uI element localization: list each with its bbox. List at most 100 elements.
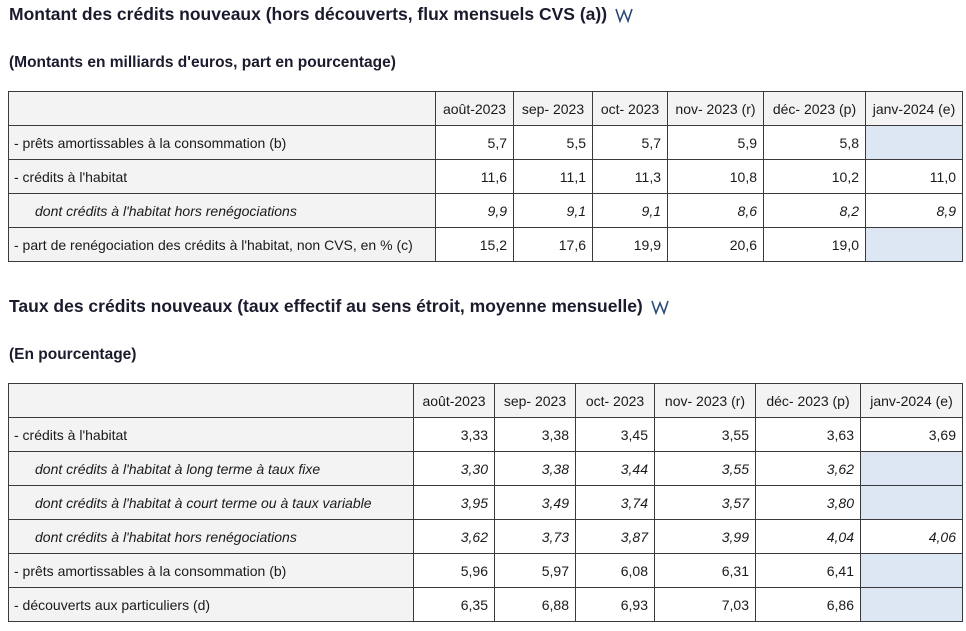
value-cell: 3,33 [413, 417, 495, 452]
value-cell: 9,9 [435, 193, 514, 228]
value-cell: 4,06 [860, 519, 963, 554]
value-cell: 5,5 [513, 125, 593, 160]
row-label: dont crédits à l'habitat hors renégociat… [8, 519, 414, 554]
value-cell: 11,0 [865, 159, 963, 194]
value-cell: 5,97 [494, 553, 576, 588]
table-row: - part de renégociation des crédits à l'… [8, 227, 963, 262]
row-label: - prêts amortissables à la consommation … [8, 553, 414, 588]
column-header: déc- 2023 (p) [763, 91, 866, 126]
value-cell: 7,03 [654, 587, 756, 622]
value-cell: 3,62 [755, 451, 861, 486]
empty-cell [860, 485, 963, 520]
value-cell: 5,9 [667, 125, 764, 160]
row-label: - prêts amortissables à la consommation … [8, 125, 436, 160]
value-cell: 6,35 [413, 587, 495, 622]
row-label: dont crédits à l'habitat hors renégociat… [8, 193, 436, 228]
row-label: - découverts aux particuliers (d) [8, 587, 414, 622]
value-cell: 3,45 [575, 417, 655, 452]
value-cell: 11,6 [435, 159, 514, 194]
value-cell: 11,3 [592, 159, 668, 194]
value-cell: 8,2 [763, 193, 866, 228]
value-cell: 15,2 [435, 227, 514, 262]
table-header-row: août-2023 sep- 2023 oct- 2023 nov- 2023 … [8, 383, 963, 418]
value-cell: 6,31 [654, 553, 756, 588]
column-header: août-2023 [413, 383, 495, 418]
section2-title: Taux des crédits nouveaux (taux effectif… [9, 296, 669, 317]
value-cell: 3,57 [654, 485, 756, 520]
row-label: - part de renégociation des crédits à l'… [8, 227, 436, 262]
table-row: - prêts amortissables à la consommation … [8, 553, 963, 588]
row-label: dont crédits à l'habitat à court terme o… [8, 485, 414, 520]
value-cell: 19,0 [763, 227, 866, 262]
section1-title: Montant des crédits nouveaux (hors décou… [9, 4, 633, 25]
value-cell: 3,55 [654, 417, 756, 452]
column-header: nov- 2023 (r) [654, 383, 756, 418]
value-cell: 3,63 [755, 417, 861, 452]
value-cell: 5,96 [413, 553, 495, 588]
value-cell: 9,1 [592, 193, 668, 228]
value-cell: 6,08 [575, 553, 655, 588]
empty-cell [860, 587, 963, 622]
value-cell: 6,41 [755, 553, 861, 588]
table-row: dont crédits à l'habitat hors renégociat… [8, 193, 963, 228]
row-label: - crédits à l'habitat [8, 159, 436, 194]
table-row: dont crédits à l'habitat à court terme o… [8, 485, 963, 520]
table-row: - prêts amortissables à la consommation … [8, 125, 963, 160]
section2-title-text: Taux des crédits nouveaux (taux effectif… [9, 296, 643, 316]
column-header: déc- 2023 (p) [755, 383, 861, 418]
value-cell: 8,9 [865, 193, 963, 228]
value-cell: 10,8 [667, 159, 764, 194]
value-cell: 3,62 [413, 519, 495, 554]
value-cell: 19,9 [592, 227, 668, 262]
value-cell: 3,44 [575, 451, 655, 486]
empty-cell [865, 125, 963, 160]
value-cell: 6,86 [755, 587, 861, 622]
value-cell: 3,49 [494, 485, 576, 520]
table-row: dont crédits à l'habitat hors renégociat… [8, 519, 963, 554]
header-corner [8, 383, 414, 418]
credits-rates-table: août-2023 sep- 2023 oct- 2023 nov- 2023 … [8, 383, 963, 622]
value-cell: 3,73 [494, 519, 576, 554]
table-header-row: août-2023 sep- 2023 oct- 2023 nov- 2023 … [8, 91, 963, 126]
column-header: sep- 2023 [513, 91, 593, 126]
w-link-icon[interactable] [651, 299, 669, 315]
value-cell: 3,30 [413, 451, 495, 486]
column-header: nov- 2023 (r) [667, 91, 764, 126]
value-cell: 3,69 [860, 417, 963, 452]
credits-amount-table: août-2023 sep- 2023 oct- 2023 nov- 2023 … [8, 91, 963, 262]
value-cell: 20,6 [667, 227, 764, 262]
table-row: - découverts aux particuliers (d) 6,35 6,8… [8, 587, 963, 622]
table-row: - crédits à l'habitat 3,33 3,38 3,45 3,55 3,6… [8, 417, 963, 452]
header-corner [8, 91, 436, 126]
value-cell: 5,7 [435, 125, 514, 160]
section2-subtitle: (En pourcentage) [9, 346, 137, 363]
section1-title-text: Montant des crédits nouveaux (hors décou… [9, 4, 608, 24]
value-cell: 10,2 [763, 159, 866, 194]
empty-cell [860, 553, 963, 588]
column-header: oct- 2023 [575, 383, 655, 418]
column-header: janv-2024 (e) [865, 91, 963, 126]
empty-cell [860, 451, 963, 486]
column-header: août-2023 [435, 91, 514, 126]
value-cell: 4,04 [755, 519, 861, 554]
row-label: dont crédits à l'habitat à long terme à … [8, 451, 414, 486]
section1-subtitle: (Montants en milliards d'euros, part en … [9, 54, 396, 71]
value-cell: 3,87 [575, 519, 655, 554]
column-header: sep- 2023 [494, 383, 576, 418]
value-cell: 5,7 [592, 125, 668, 160]
w-link-icon[interactable] [615, 7, 633, 23]
value-cell: 3,74 [575, 485, 655, 520]
value-cell: 11,1 [513, 159, 593, 194]
value-cell: 6,88 [494, 587, 576, 622]
value-cell: 3,95 [413, 485, 495, 520]
empty-cell [865, 227, 963, 262]
value-cell: 5,8 [763, 125, 866, 160]
table-row: dont crédits à l'habitat à long terme à … [8, 451, 963, 486]
value-cell: 3,99 [654, 519, 756, 554]
value-cell: 3,55 [654, 451, 756, 486]
row-label: - crédits à l'habitat [8, 417, 414, 452]
value-cell: 9,1 [513, 193, 593, 228]
value-cell: 6,93 [575, 587, 655, 622]
value-cell: 3,38 [494, 417, 576, 452]
value-cell: 3,80 [755, 485, 861, 520]
